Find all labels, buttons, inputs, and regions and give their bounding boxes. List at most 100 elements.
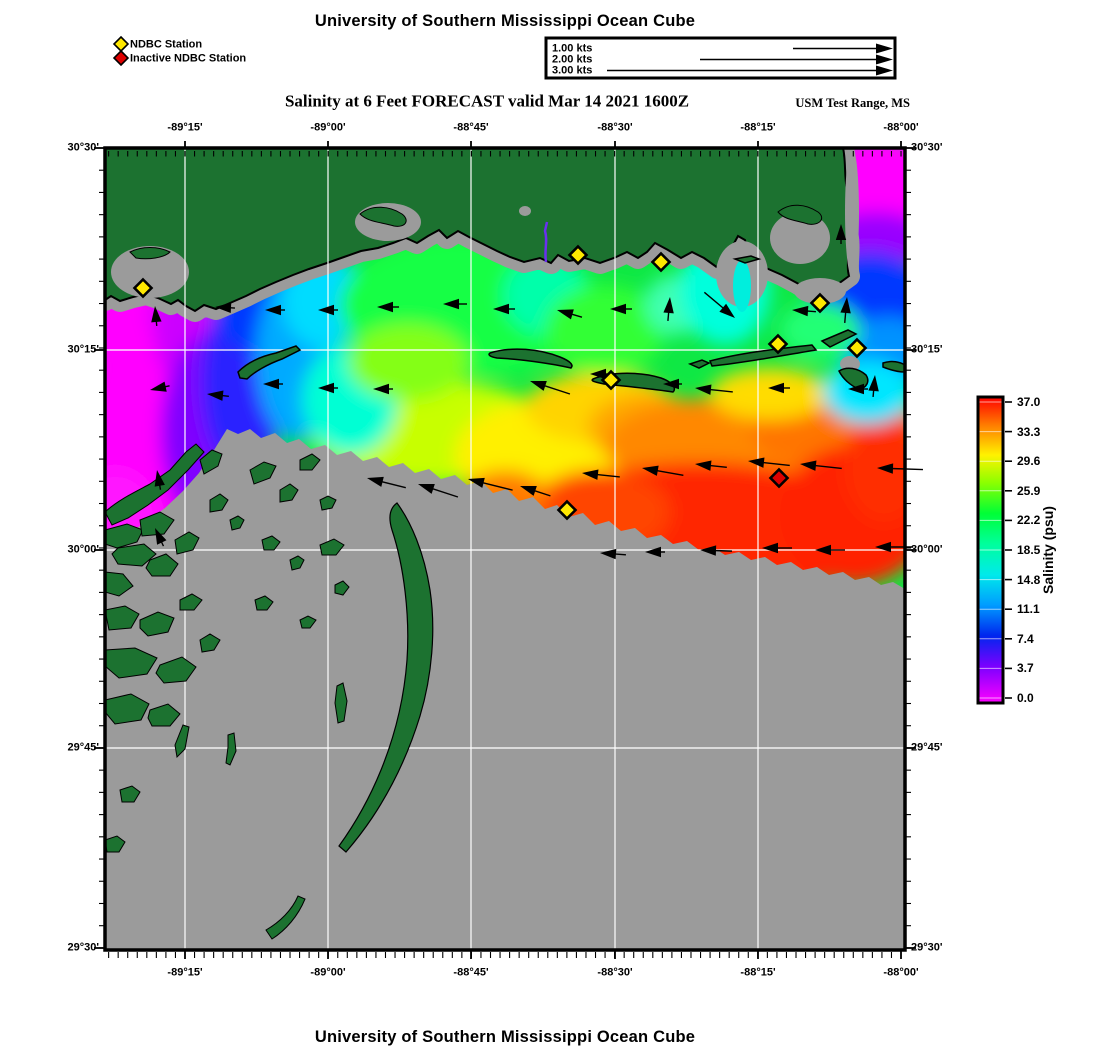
lon-label-bottom: -88°45' bbox=[453, 966, 489, 979]
forecast-subtitle: Salinity at 6 Feet FORECAST valid Mar 14… bbox=[284, 91, 690, 111]
velocity-scale-box bbox=[544, 36, 897, 80]
barrier-island bbox=[838, 367, 869, 390]
colorbar-tick-label: 14.8 bbox=[1017, 572, 1041, 587]
lon-label-bottom: -88°30' bbox=[597, 966, 633, 979]
marsh-island bbox=[199, 449, 223, 475]
lon-label-top: -88°15' bbox=[740, 121, 776, 134]
current-arrow bbox=[530, 380, 571, 395]
marsh-island bbox=[249, 461, 277, 485]
marsh-island bbox=[174, 531, 200, 555]
velocity-scale-label: 2.00 kts bbox=[552, 53, 593, 66]
current-arrow bbox=[700, 545, 733, 556]
colorbar-tick-label: 29.6 bbox=[1017, 454, 1041, 469]
bay-no-data bbox=[519, 206, 531, 216]
marsh-island bbox=[199, 633, 221, 653]
current-arrow bbox=[418, 483, 459, 498]
marsh-island bbox=[265, 895, 306, 940]
ndbc-station-marker bbox=[132, 277, 154, 299]
marsh-island bbox=[111, 543, 157, 567]
lon-label-top: -89°00' bbox=[310, 121, 346, 134]
lat-label-left: 29°30' bbox=[67, 941, 100, 954]
marsh-island bbox=[174, 724, 190, 759]
current-arrow bbox=[265, 304, 285, 316]
current-arrow bbox=[663, 297, 674, 321]
current-arrow bbox=[318, 304, 338, 316]
chandeleur-islands bbox=[338, 502, 434, 853]
marsh-island bbox=[334, 580, 350, 596]
marsh-island bbox=[105, 693, 150, 725]
current-arrow bbox=[645, 546, 665, 558]
marsh-island bbox=[105, 605, 140, 631]
current-arrow bbox=[848, 383, 868, 395]
salinity-patch bbox=[844, 413, 905, 523]
salinity-patch bbox=[545, 285, 665, 375]
marsh-island bbox=[105, 523, 144, 549]
ndbc-station-marker bbox=[767, 333, 789, 355]
current-arrow bbox=[800, 460, 842, 471]
barrier-island bbox=[237, 345, 302, 380]
marsh-island bbox=[319, 495, 337, 511]
marsh-detail bbox=[129, 247, 171, 260]
lat-label-left: 30°00' bbox=[67, 543, 100, 556]
current-arrow bbox=[695, 460, 727, 471]
salinity-patch bbox=[348, 324, 468, 400]
ndbc-station-marker bbox=[600, 369, 622, 391]
current-arrow bbox=[835, 224, 847, 244]
marsh-island bbox=[299, 615, 317, 629]
marsh-detail bbox=[359, 206, 407, 227]
region-label: USM Test Range, MS bbox=[795, 95, 910, 110]
lat-label-right: 29°30' bbox=[911, 941, 943, 954]
current-arrow bbox=[840, 297, 851, 323]
current-arrow bbox=[318, 382, 338, 394]
current-arrow bbox=[154, 470, 165, 490]
ndbc-station-marker bbox=[846, 337, 868, 359]
colorbar-tick-label: 11.1 bbox=[1017, 602, 1040, 617]
ndbc-station-legend-icon bbox=[112, 35, 130, 53]
current-arrow bbox=[557, 309, 583, 320]
marsh-island bbox=[279, 483, 299, 503]
current-arrow bbox=[377, 301, 399, 313]
marsh-island bbox=[105, 571, 134, 597]
current-arrow bbox=[207, 390, 229, 401]
colorbar-tick-label: 18.5 bbox=[1017, 543, 1041, 557]
marsh-island bbox=[119, 785, 141, 803]
top-title: University of Southern Mississippi Ocean… bbox=[314, 11, 696, 30]
legend-item-label: NDBC Station bbox=[130, 38, 203, 51]
current-arrow bbox=[703, 291, 735, 318]
lon-label-bottom: -89°00' bbox=[310, 966, 346, 979]
marsh-island bbox=[105, 443, 205, 526]
current-arrow bbox=[642, 465, 684, 476]
lat-label-left: 29°45' bbox=[67, 741, 100, 754]
colorbar-tick-label: 3.7 bbox=[1017, 661, 1034, 676]
lat-label-right: 30°00' bbox=[911, 543, 943, 556]
marsh-island bbox=[289, 555, 305, 571]
bottom-title: University of Southern Mississippi Ocean… bbox=[314, 1027, 696, 1046]
marsh-island bbox=[155, 656, 197, 684]
marsh-island bbox=[147, 703, 181, 727]
current-arrow bbox=[468, 477, 513, 491]
lon-label-top: -88°45' bbox=[453, 121, 489, 134]
ndbc-station-marker bbox=[809, 292, 831, 314]
current-arrow bbox=[877, 463, 923, 474]
lon-label-top: -89°15' bbox=[167, 121, 203, 134]
current-arrow bbox=[155, 528, 167, 547]
marsh-detail bbox=[777, 204, 823, 225]
current-arrow bbox=[610, 303, 632, 315]
current-arrow bbox=[663, 378, 682, 390]
barrier-island bbox=[882, 360, 905, 373]
ndbc-stations bbox=[132, 244, 868, 521]
lat-label-right: 30°30' bbox=[911, 141, 943, 154]
colorbar-tick-label: 0.0 bbox=[1017, 691, 1034, 705]
barrier-island bbox=[488, 348, 573, 369]
velocity-scale-arrow-head bbox=[876, 65, 893, 76]
lat-label-left: 30°30' bbox=[67, 141, 100, 154]
river bbox=[543, 221, 549, 263]
marsh-island bbox=[105, 647, 158, 679]
marsh-island bbox=[261, 535, 281, 551]
bay-no-data bbox=[770, 212, 830, 264]
lat-label-left: 30°15' bbox=[67, 343, 100, 356]
marsh-island bbox=[334, 682, 348, 724]
marsh-island bbox=[139, 511, 175, 537]
current-arrow bbox=[373, 383, 393, 395]
